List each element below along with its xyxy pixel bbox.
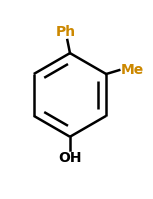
Text: Ph: Ph: [56, 25, 76, 39]
Text: OH: OH: [58, 151, 82, 165]
Text: Me: Me: [121, 63, 144, 77]
